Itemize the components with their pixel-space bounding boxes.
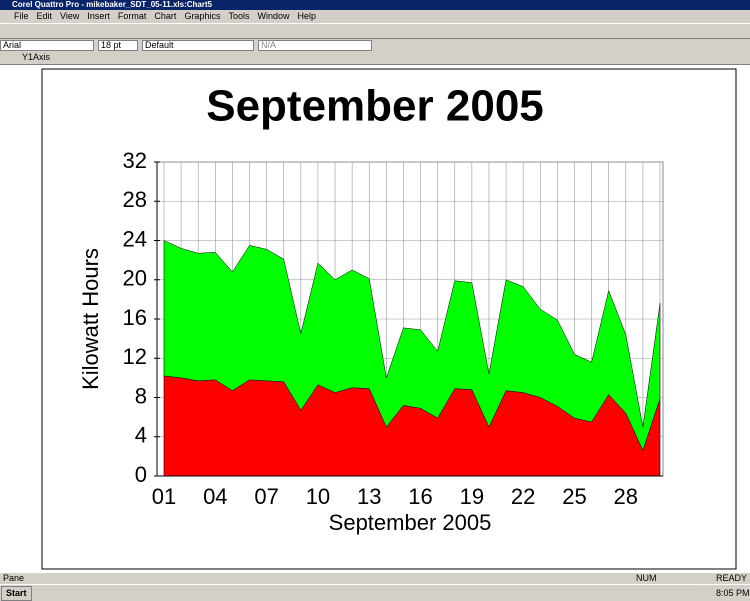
status-mode: Pane	[3, 573, 25, 583]
y-tick-label: 24	[123, 226, 147, 251]
y-tick-label: 28	[123, 187, 147, 212]
object-selector[interactable]: Y1Axis	[22, 52, 51, 62]
status-ready: READY	[716, 573, 748, 583]
chart-title: September 2005	[206, 82, 544, 131]
menu-item[interactable]: Edit	[36, 11, 53, 21]
size-box[interactable]: 18 pt	[98, 40, 138, 51]
menu-item[interactable]: View	[60, 11, 80, 21]
x-tick-label: 19	[460, 484, 484, 509]
property-bar: Arial 18 pt Default N/A	[0, 40, 750, 51]
font-box[interactable]: Arial	[0, 40, 94, 51]
start-button[interactable]: Start	[1, 586, 32, 601]
y-tick-label: 12	[123, 344, 147, 369]
selector-bar: Y1Axis	[0, 51, 750, 63]
x-tick-label: 01	[152, 484, 176, 509]
menu-bar: File Edit View Insert Format Chart Graphics Too…	[0, 10, 750, 23]
y-tick-label: 0	[135, 462, 147, 487]
menu-item[interactable]: Tools	[228, 11, 250, 21]
x-tick-label: 25	[562, 484, 586, 509]
menu-item[interactable]: File	[14, 11, 29, 21]
menu-item[interactable]: Chart	[154, 11, 177, 21]
x-tick-label: 28	[614, 484, 638, 509]
y-tick-label: 16	[123, 305, 147, 330]
clock: 8:05 PM	[716, 588, 750, 598]
menu-item[interactable]: Help	[297, 11, 316, 21]
y-tick-label: 8	[135, 383, 147, 408]
na-box[interactable]: N/A	[258, 40, 372, 51]
x-tick-label: 04	[203, 484, 227, 509]
status-num: NUM	[636, 573, 657, 583]
x-tick-label: 10	[306, 484, 330, 509]
menu-item[interactable]: Graphics	[184, 11, 221, 21]
menu-item[interactable]: Insert	[87, 11, 110, 21]
title-bar: Corel Quattro Pro - mikebaker_SDT_05-11.…	[0, 0, 750, 10]
y-tick-label: 20	[123, 266, 147, 291]
x-tick-label: 16	[408, 484, 432, 509]
y-tick-label: 4	[135, 423, 147, 448]
y-axis-title: Kilowatt Hours	[78, 248, 103, 390]
toolbar	[0, 23, 750, 39]
x-tick-label: 07	[254, 484, 278, 509]
area	[163, 240, 661, 452]
status-bar: Pane NUM READY	[0, 572, 750, 583]
menu-item[interactable]: Window	[257, 11, 290, 21]
x-tick-label: 22	[511, 484, 535, 509]
taskbar: Start 8:05 PM	[0, 584, 750, 601]
style-box[interactable]: Default	[142, 40, 254, 51]
x-axis-title: September 2005	[329, 510, 492, 535]
chart: September 2005 Kilowatt Hours September …	[41, 68, 737, 570]
menu-item[interactable]: Format	[117, 11, 147, 21]
y-tick-label: 32	[123, 148, 147, 173]
chart-window: September 2005 Kilowatt Hours September …	[0, 64, 750, 572]
x-tick-label: 13	[357, 484, 381, 509]
